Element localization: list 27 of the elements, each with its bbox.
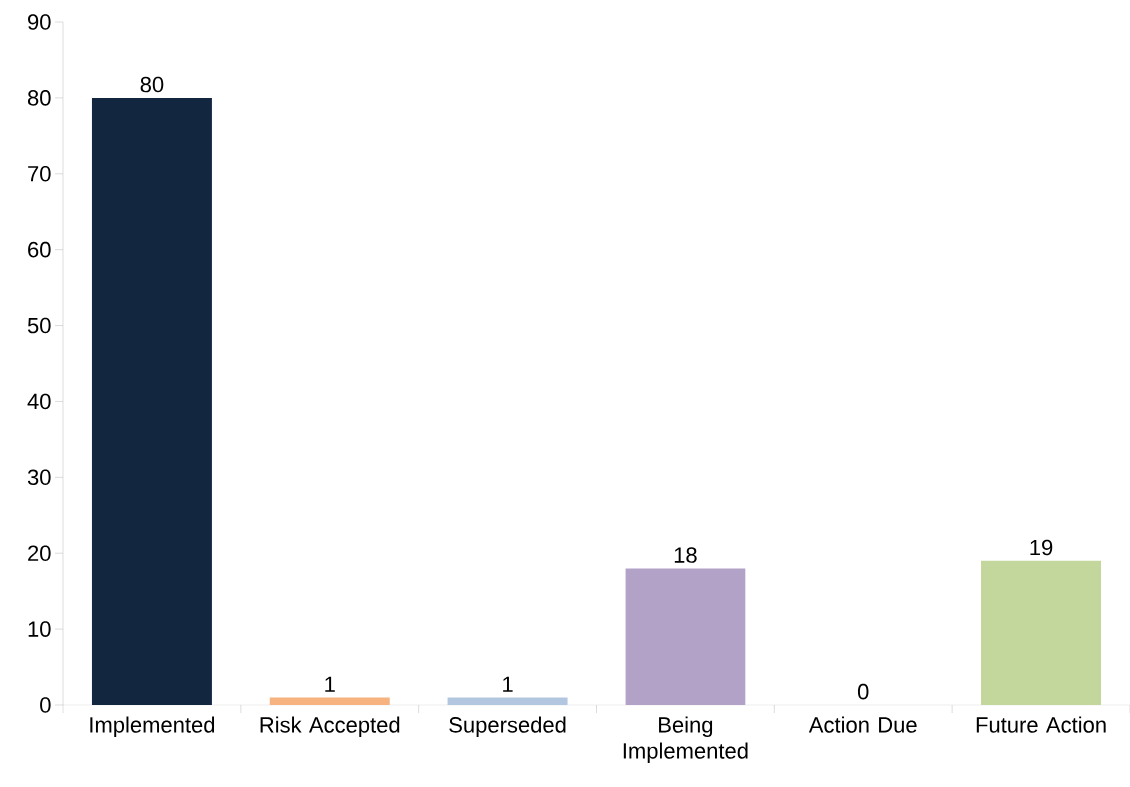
y-tick-label: 40 xyxy=(27,393,51,410)
x-tick-label: Superseded xyxy=(449,716,566,738)
bar xyxy=(981,560,1102,705)
y-tick-label: 20 xyxy=(28,545,51,561)
y-tick-label: 30 xyxy=(27,469,51,486)
bar xyxy=(269,697,390,705)
y-tick-label: 0 xyxy=(40,697,51,713)
data-label: 1 xyxy=(503,676,513,692)
y-tick-label: 10 xyxy=(28,621,51,637)
data-label: 19 xyxy=(1030,539,1053,556)
y-tick-label: 70 xyxy=(28,165,51,182)
x-tick-label: Being Implemented xyxy=(623,716,748,764)
bar xyxy=(91,97,212,705)
x-tick-label: Future Action xyxy=(976,716,1106,733)
data-label: 1 xyxy=(325,676,335,692)
data-label: 80 xyxy=(140,76,164,93)
x-tick-label: Action Due xyxy=(808,716,917,733)
x-tick-label: Risk Accepted xyxy=(260,716,400,738)
y-tick-label: 50 xyxy=(27,317,51,334)
x-tick-label: Implemented xyxy=(90,716,215,738)
y-tick-label: 60 xyxy=(28,241,51,258)
bar xyxy=(625,568,746,705)
bar xyxy=(447,697,568,705)
y-tick-label: 80 xyxy=(27,90,51,106)
y-tick-label: 90 xyxy=(28,14,51,30)
data-label: 0 xyxy=(857,683,869,700)
data-label: 18 xyxy=(674,547,697,563)
